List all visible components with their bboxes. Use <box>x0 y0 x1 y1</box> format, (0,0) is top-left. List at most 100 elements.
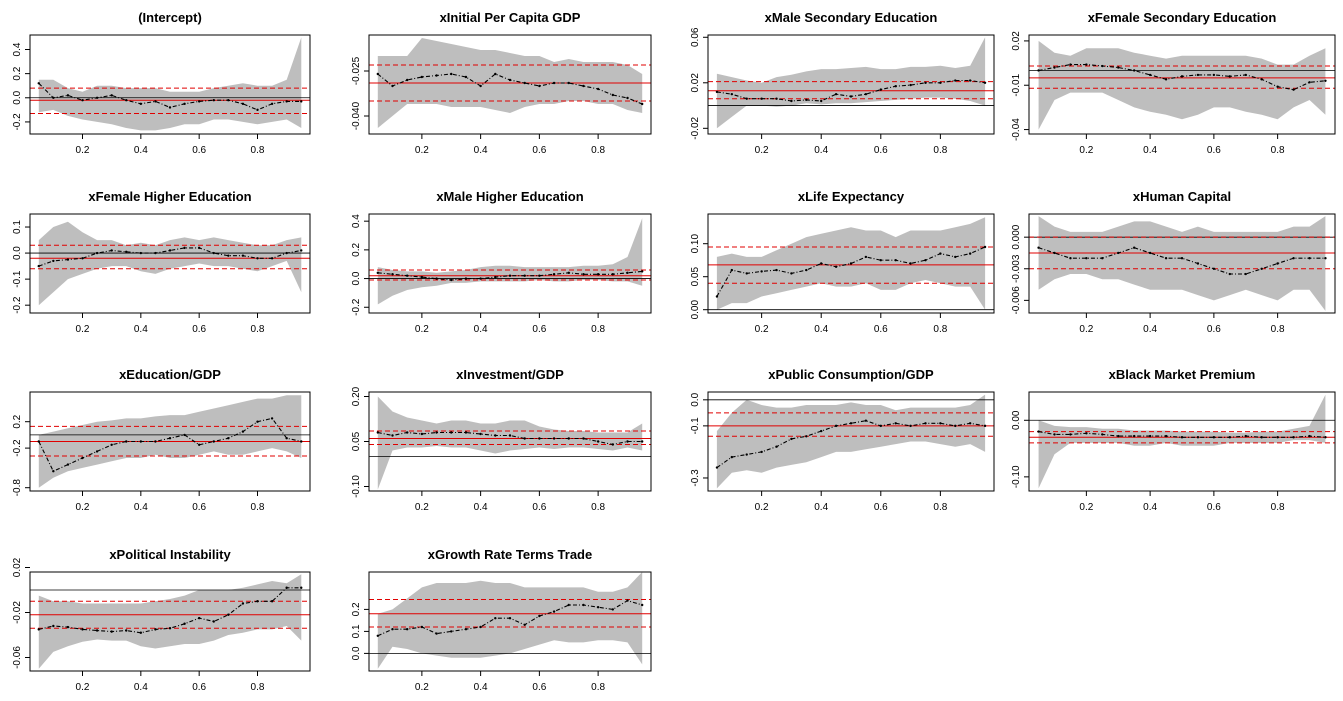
quantile-point <box>1244 73 1247 77</box>
y-tick-label: -0.02 <box>12 601 23 624</box>
quantile-point <box>241 254 245 257</box>
quantile-point <box>611 273 615 276</box>
quantile-point <box>968 422 972 425</box>
x-tick-label: 0.4 <box>474 145 488 156</box>
quantile-point <box>1180 257 1184 260</box>
quantile-point <box>405 78 409 82</box>
x-tick-label: 0.6 <box>192 682 206 693</box>
quantile-point <box>241 430 245 433</box>
quantile-point <box>37 628 40 631</box>
x-tick-label: 0.6 <box>532 502 546 513</box>
quantile-point <box>894 422 897 425</box>
plot-frame <box>29 571 311 672</box>
quantile-point <box>805 268 808 272</box>
quantile-point <box>1308 81 1311 84</box>
quantile-point <box>125 98 128 102</box>
x-tick-label: 0.2 <box>755 145 769 156</box>
confidence-band <box>716 37 986 129</box>
panel-title: (Intercept) <box>138 10 202 25</box>
quantile-point <box>1212 436 1216 439</box>
quantile-point <box>834 424 838 428</box>
quantile-point <box>552 81 556 85</box>
x-tick-label: 0.4 <box>134 145 148 156</box>
quantile-point <box>1069 63 1072 66</box>
quantile-point <box>1037 246 1040 249</box>
quantile-point <box>1308 434 1311 438</box>
quantile-point <box>376 271 380 275</box>
confidence-band <box>377 396 643 490</box>
quantile-point <box>538 274 541 277</box>
quantile-point <box>110 443 113 446</box>
panel-4: xFemale Higher Education 0.2 0.4 0.6 0.8 -0.2… <box>12 189 311 335</box>
quantile-point <box>523 81 526 85</box>
y-tick-label: 0.06 <box>690 27 701 47</box>
plot-frame <box>29 213 311 314</box>
plot-frame <box>29 34 311 135</box>
quantile-point <box>1276 85 1279 88</box>
quantile-point <box>391 273 394 276</box>
x-tick-label: 0.2 <box>415 682 429 693</box>
y-tick-label: -0.040 <box>351 101 362 130</box>
quantile-point <box>924 259 927 262</box>
quantile-point <box>1260 436 1263 439</box>
quantile-point <box>1164 78 1168 81</box>
quantile-point <box>626 271 629 275</box>
quantile-point <box>270 102 274 106</box>
x-tick-label: 0.4 <box>1143 502 1157 513</box>
quantile-point <box>183 102 186 106</box>
quantile-point <box>954 424 957 428</box>
panel-6: xLife Expectancy 0.2 0.4 0.6 0.8 0.00 0.05 0.10 <box>690 189 995 335</box>
x-tick-label: 0.6 <box>874 502 888 513</box>
quantile-point <box>435 277 438 280</box>
quantile-point <box>285 251 288 255</box>
quantile-point <box>270 257 274 260</box>
quantile-point <box>154 251 157 255</box>
quantile-point <box>820 262 823 265</box>
quantile-point <box>1085 257 1088 260</box>
quantile-point <box>139 251 143 255</box>
quantile-point <box>924 422 927 425</box>
x-tick-label: 0.8 <box>591 145 605 156</box>
y-tick-label: -0.8 <box>12 479 23 497</box>
quantile-point <box>820 99 823 103</box>
quantile-point <box>435 632 438 635</box>
quantile-point <box>1132 246 1136 249</box>
quantile-point <box>968 252 972 255</box>
y-tick-label: 0.2 <box>12 414 23 428</box>
x-tick-label: 0.6 <box>1207 502 1221 513</box>
x-tick-label: 0.8 <box>591 682 605 693</box>
x-tick-label: 0.4 <box>474 502 488 513</box>
quantile-point <box>212 440 215 443</box>
quantile-point <box>626 599 629 602</box>
quantile-point <box>1244 434 1247 438</box>
quantile-point <box>391 434 394 437</box>
quantile-point <box>464 628 468 631</box>
panel-5: xMale Higher Education 0.2 0.4 0.6 0.8 -0.2 0.… <box>351 189 652 335</box>
quantile-point <box>183 622 186 625</box>
quantile-point <box>640 270 644 273</box>
quantile-point <box>183 246 186 250</box>
quantile-point <box>538 614 541 618</box>
quantile-point <box>879 88 882 91</box>
x-tick-label: 0.8 <box>251 502 265 513</box>
y-tick-label: -0.2 <box>12 296 23 314</box>
quantile-point <box>1117 66 1120 69</box>
quantile-point <box>450 431 453 434</box>
quantile-point <box>52 259 55 263</box>
quantile-point <box>168 437 172 440</box>
y-tick-label: 0.4 <box>12 42 23 56</box>
quantile-point <box>968 79 972 82</box>
quantile-point <box>1244 272 1247 276</box>
quantile-point <box>81 257 84 260</box>
plot-frame <box>1028 391 1336 492</box>
panel-title: xFemale Secondary Education <box>1088 10 1277 25</box>
quantile-point <box>37 82 40 85</box>
quantile-point <box>139 440 143 443</box>
quantile-point <box>864 255 868 259</box>
quantile-point <box>538 84 541 88</box>
y-tick-label: -0.1 <box>12 270 23 288</box>
y-tick-label: 0.0 <box>351 271 362 285</box>
quantile-point <box>285 586 288 589</box>
confidence-band <box>38 37 302 131</box>
